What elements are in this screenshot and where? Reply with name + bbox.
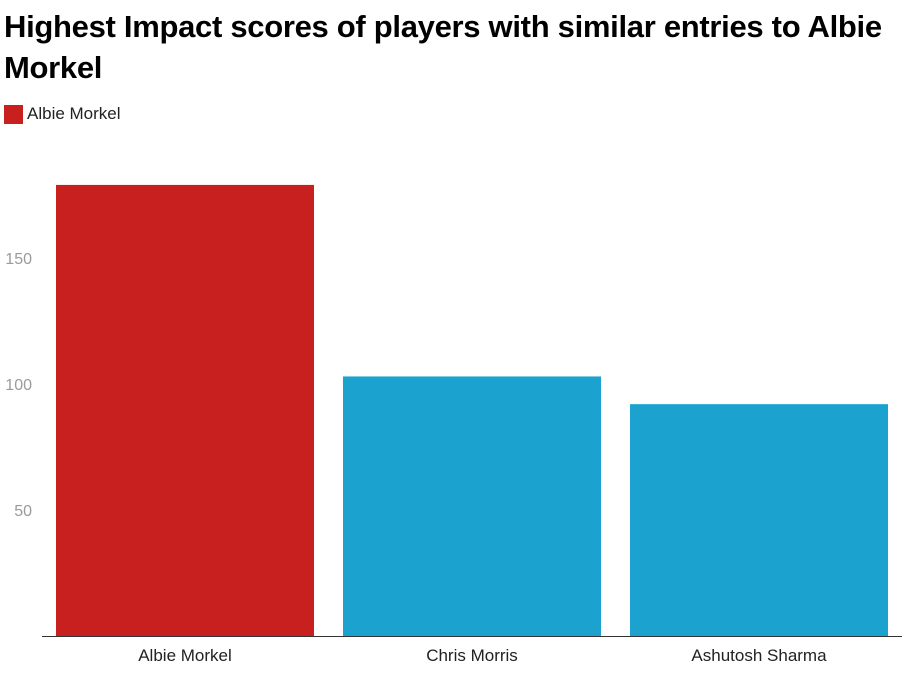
x-axis-labels: Albie Morkel Chris Morris Ashutosh Sharma (138, 646, 827, 665)
x-tick-label-chris-morris: Chris Morris (426, 646, 518, 665)
legend-label-albie-morkel: Albie Morkel (27, 104, 121, 123)
bar-ashutosh-sharma (630, 404, 888, 636)
legend-swatch-albie-morkel (4, 104, 23, 124)
bar-albie-morkel (56, 184, 314, 637)
legend: Albie Morkel (4, 104, 121, 124)
y-tick-label-100: 100 (5, 377, 32, 394)
y-tick-label-50: 50 (14, 503, 32, 520)
x-tick-label-ashutosh-sharma: Ashutosh Sharma (691, 646, 827, 665)
chart-title: Highest Impact scores of players with si… (4, 9, 882, 85)
x-tick-label-albie-morkel: Albie Morkel (138, 646, 232, 665)
bars-group (56, 184, 888, 637)
y-tick-label-150: 150 (5, 251, 32, 268)
y-axis-ticks: 50 100 150 (5, 251, 32, 520)
bar-chris-morris (343, 376, 601, 636)
